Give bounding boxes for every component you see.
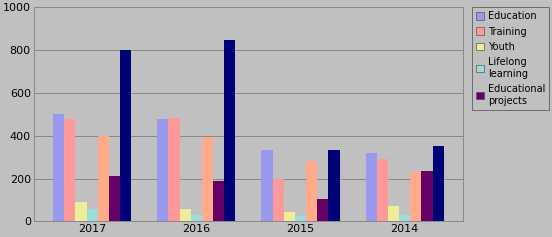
Bar	[109, 176, 120, 221]
Bar	[365, 153, 377, 221]
Bar	[76, 202, 87, 221]
Bar	[433, 146, 444, 221]
Bar	[306, 161, 317, 221]
Bar	[273, 178, 284, 221]
Bar	[98, 136, 109, 221]
Bar	[399, 215, 410, 221]
Bar	[262, 150, 273, 221]
Bar	[179, 209, 191, 221]
Bar	[213, 181, 224, 221]
Bar	[377, 159, 388, 221]
Bar	[157, 119, 168, 221]
Bar	[295, 216, 306, 221]
Bar	[224, 40, 235, 221]
Bar	[317, 199, 328, 221]
Bar	[53, 114, 64, 221]
Bar	[202, 137, 213, 221]
Bar	[388, 206, 399, 221]
Bar	[191, 215, 202, 221]
Bar	[87, 209, 98, 221]
Bar	[168, 118, 179, 221]
Bar	[421, 171, 433, 221]
Bar	[328, 150, 339, 221]
Legend: Education, Training, Youth, Lifelong
learning, Educational
projects: Education, Training, Youth, Lifelong lea…	[473, 7, 549, 110]
Bar	[284, 212, 295, 221]
Bar	[64, 119, 76, 221]
Bar	[120, 50, 131, 221]
Bar	[410, 172, 421, 221]
